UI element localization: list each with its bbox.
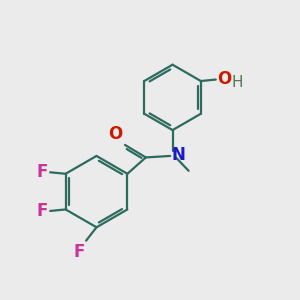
Text: O: O bbox=[108, 125, 122, 143]
Text: F: F bbox=[36, 163, 48, 181]
Text: N: N bbox=[171, 146, 185, 164]
Text: O: O bbox=[217, 70, 231, 88]
Text: F: F bbox=[73, 243, 85, 261]
Text: H: H bbox=[232, 75, 243, 90]
Text: F: F bbox=[36, 202, 48, 220]
